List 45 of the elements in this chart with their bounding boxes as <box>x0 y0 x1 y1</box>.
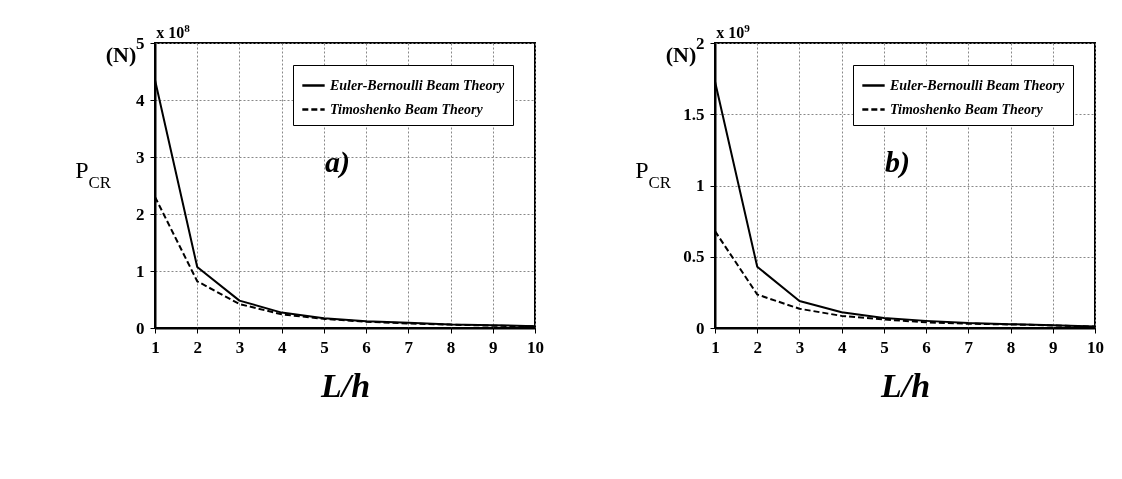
x-tick-label: 7 <box>964 337 974 357</box>
x-tick-label: 1 <box>711 337 720 357</box>
x-tick-label: 5 <box>320 337 329 357</box>
y-tick-label: 2 <box>696 33 705 53</box>
x-axis-title: L/h <box>879 366 931 404</box>
y-tick-label: 0 <box>136 318 145 338</box>
annotation: a) <box>324 144 350 179</box>
y-axis-title: P$_{CR}$ <box>75 157 112 192</box>
y-tick-label: 2 <box>136 204 145 224</box>
x-tick-label: 2 <box>753 337 762 357</box>
x-tick-label: 6 <box>362 337 371 357</box>
text: (N) <box>665 42 697 67</box>
x-tick-label: 7 <box>404 337 414 357</box>
legend-label: Euler-Bernoulli Beam Theory <box>329 77 506 93</box>
x-tick-label: 10 <box>1087 337 1104 357</box>
x-tick-label: 9 <box>1049 337 1058 357</box>
x-tick-label: 4 <box>837 337 847 357</box>
x-tick-label: 9 <box>489 337 498 357</box>
y-tick-label: 1.5 <box>683 104 705 124</box>
x-tick-label: 8 <box>1006 337 1016 357</box>
x-tick-label: 1 <box>151 337 160 357</box>
y-axis-title: P$_{CR}$ <box>635 157 672 192</box>
text: (N) <box>105 42 137 67</box>
y-tick-label: 3 <box>136 147 145 167</box>
text: x 10$^{8}$ <box>156 22 191 41</box>
x-tick-label: 10 <box>527 337 544 357</box>
x-tick-label: 2 <box>193 337 202 357</box>
legend-label: Timoshenko Beam Theory <box>330 101 484 117</box>
x-tick-label: 5 <box>880 337 889 357</box>
text: x 10$^{9}$ <box>716 22 751 41</box>
legend-label: Timoshenko Beam Theory <box>890 101 1044 117</box>
y-tick-label: 1 <box>136 261 145 281</box>
y-tick-label: 0 <box>696 318 705 338</box>
y-tick-label: 5 <box>136 33 145 53</box>
legend-label: Euler-Bernoulli Beam Theory <box>889 77 1066 93</box>
x-tick-label: 3 <box>235 337 245 357</box>
x-tick-label: 6 <box>922 337 931 357</box>
y-tick-label: 0.5 <box>683 247 705 267</box>
y-tick-label: 1 <box>696 176 705 195</box>
y-tick-label: 4 <box>136 90 145 110</box>
x-tick-label: 4 <box>277 337 287 357</box>
x-axis-title: L/h <box>319 366 371 404</box>
annotation: b) <box>884 144 910 179</box>
x-tick-label: 3 <box>795 337 805 357</box>
x-tick-label: 8 <box>446 337 456 357</box>
